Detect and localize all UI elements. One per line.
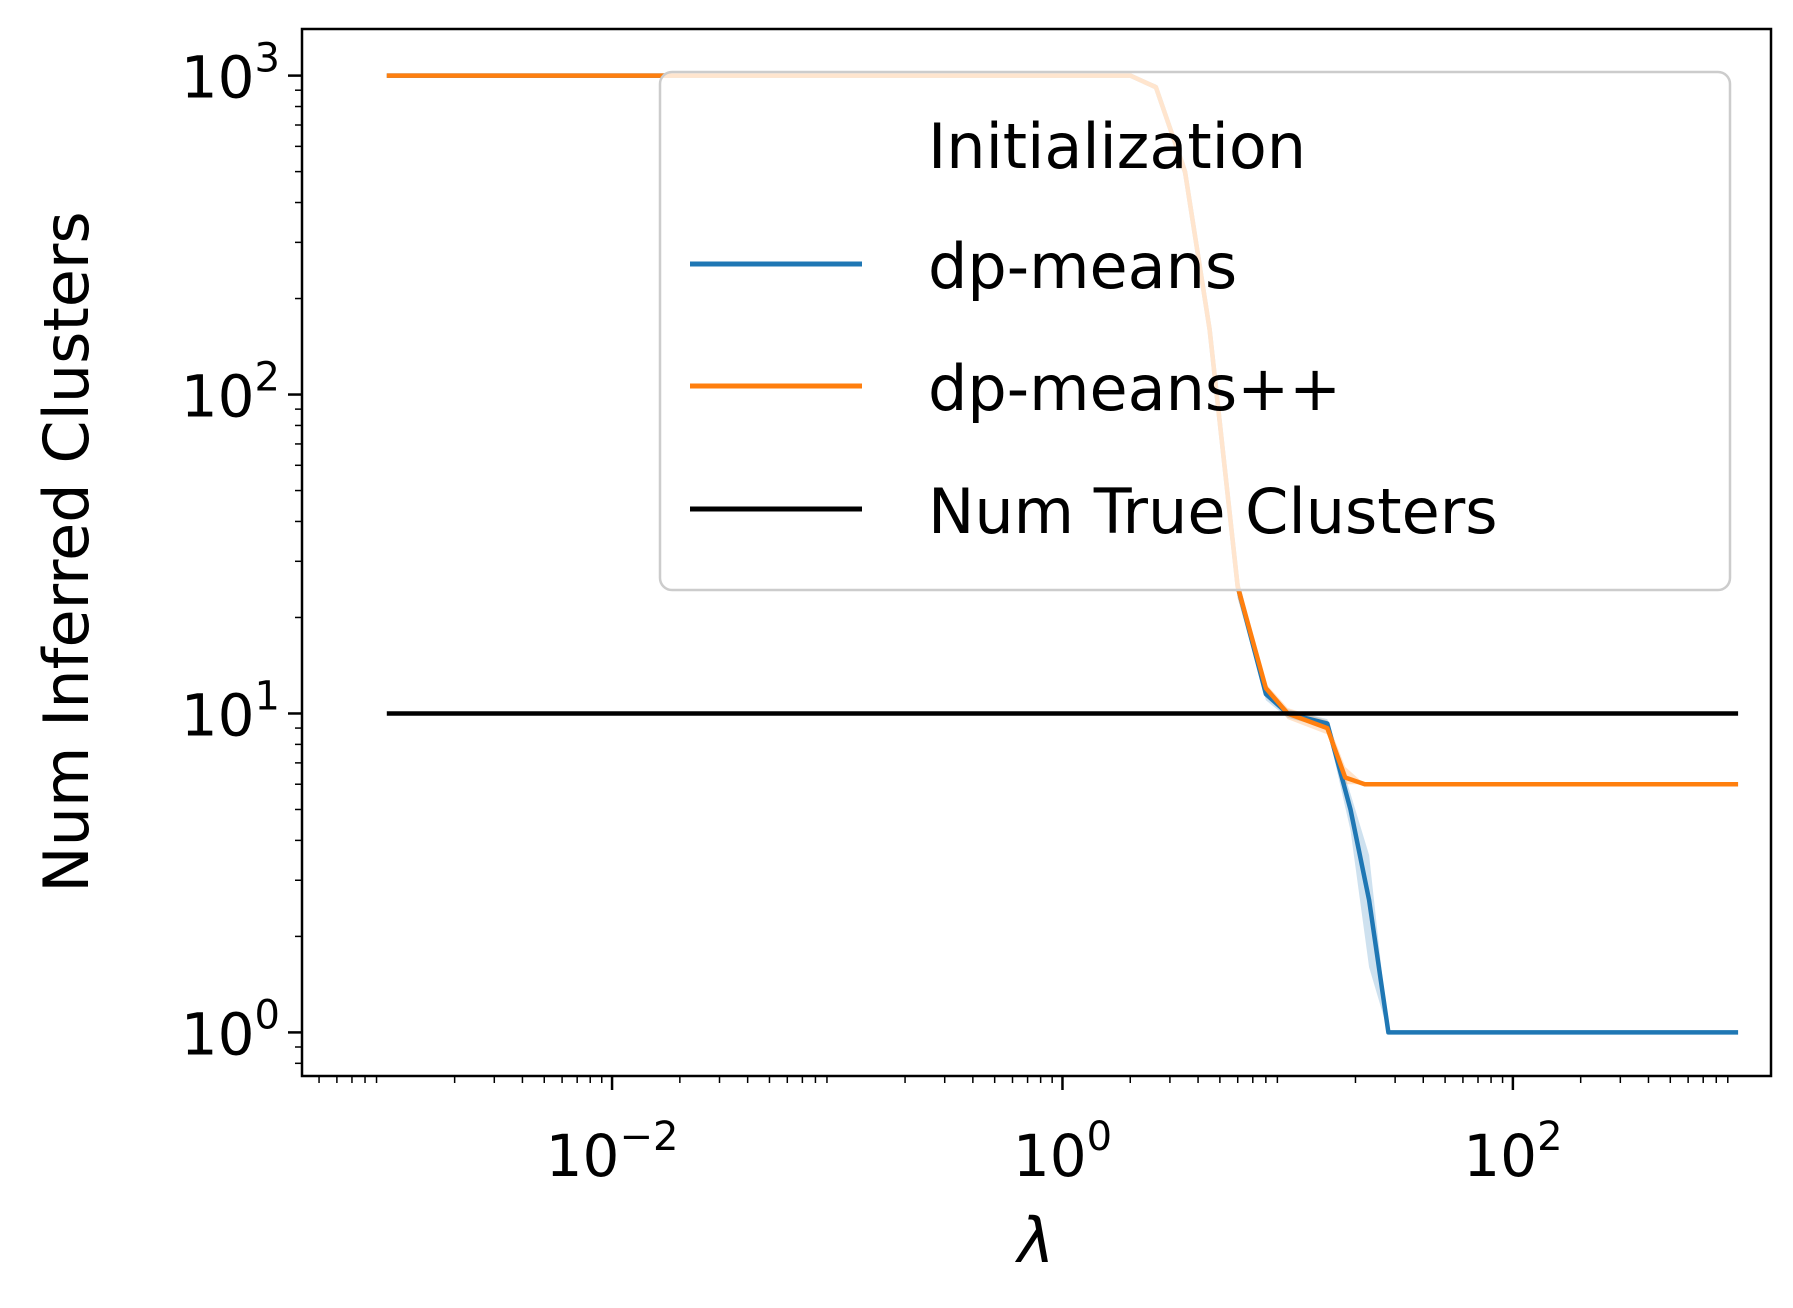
x-tick-label: 102 <box>1463 1114 1562 1190</box>
y-axis-label: Num Inferred Clusters <box>30 211 103 892</box>
axis-layer: 10−2 100 102 100 101 102 103 <box>181 36 1729 1190</box>
plot-frame <box>300 27 1773 1078</box>
x-tick-label: 10−2 <box>546 1114 679 1190</box>
y-tick-label: 101 <box>181 673 280 749</box>
x-axis-label: λ <box>1015 1204 1055 1277</box>
legend-box <box>658 70 1732 592</box>
y-tick-label: 100 <box>181 992 280 1068</box>
legend-label-num-true-clusters: Num True Clusters <box>928 475 1498 548</box>
y-tick-label: 102 <box>181 355 280 431</box>
y-tick-label: 103 <box>181 36 280 112</box>
legend: Initialization dp-means dp-means++ Num T… <box>658 70 1732 592</box>
legend-label-dp-means: dp-means <box>928 230 1237 303</box>
x-tick-label: 100 <box>1013 1114 1112 1190</box>
legend-label-dp-means-plus-plus: dp-means++ <box>928 352 1341 425</box>
legend-title: Initialization <box>928 110 1306 183</box>
